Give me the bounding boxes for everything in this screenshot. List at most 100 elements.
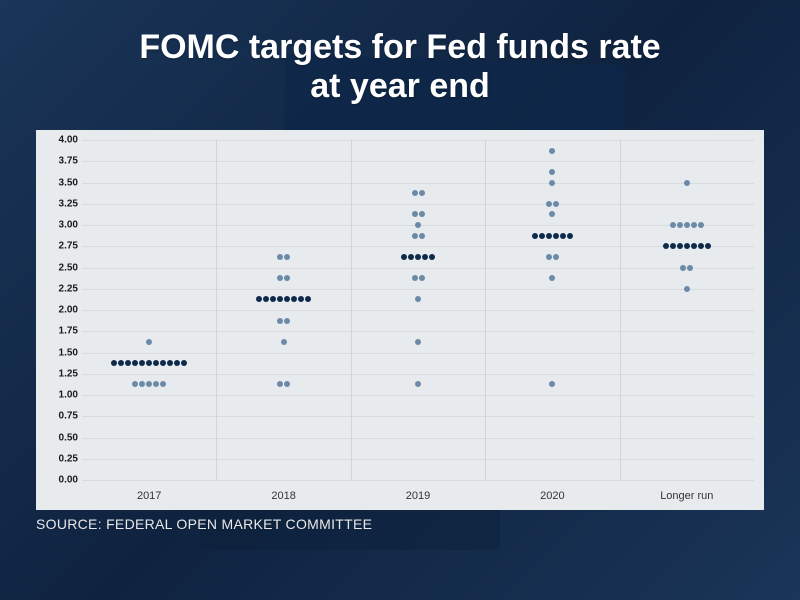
source-attribution: SOURCE: FEDERAL OPEN MARKET COMMITTEE [36, 516, 372, 532]
title-line-1: FOMC targets for Fed funds rate [139, 28, 660, 66]
median-dot [698, 243, 704, 249]
gridline [82, 353, 754, 354]
median-dot [401, 254, 407, 260]
median-dot [132, 360, 138, 366]
median-dot [670, 243, 676, 249]
plot-area [82, 140, 754, 480]
member-dot [277, 275, 283, 281]
median-dot [111, 360, 117, 366]
member-dot [412, 233, 418, 239]
gridline [82, 395, 754, 396]
median-dot [560, 233, 566, 239]
member-dot [680, 265, 686, 271]
member-dot [412, 275, 418, 281]
y-tick-label: 1.75 [42, 326, 78, 337]
member-dot [546, 201, 552, 207]
median-dot [539, 233, 545, 239]
gridline [82, 183, 754, 184]
median-dot [256, 296, 262, 302]
column-separator [216, 140, 217, 480]
member-dot [691, 222, 697, 228]
member-dot [549, 169, 555, 175]
member-dot [415, 381, 421, 387]
gridline [82, 246, 754, 247]
member-dot [277, 254, 283, 260]
median-dot [532, 233, 538, 239]
y-tick-label: 2.00 [42, 305, 78, 316]
median-dot [160, 360, 166, 366]
member-dot [419, 275, 425, 281]
member-dot [670, 222, 676, 228]
title-line-2: at year end [310, 67, 490, 105]
median-dot [167, 360, 173, 366]
y-tick-label: 1.25 [42, 368, 78, 379]
y-tick-label: 0.50 [42, 432, 78, 443]
member-dot [698, 222, 704, 228]
member-dot [553, 201, 559, 207]
member-dot [277, 318, 283, 324]
gridline [82, 374, 754, 375]
column-separator [620, 140, 621, 480]
median-dot [118, 360, 124, 366]
member-dot [419, 211, 425, 217]
median-dot [174, 360, 180, 366]
column-separator [351, 140, 352, 480]
median-dot [291, 296, 297, 302]
gridline [82, 480, 754, 481]
median-dot [553, 233, 559, 239]
y-tick-label: 1.50 [42, 347, 78, 358]
member-dot [277, 381, 283, 387]
y-tick-label: 3.25 [42, 198, 78, 209]
member-dot [415, 339, 421, 345]
gridline [82, 204, 754, 205]
y-tick-label: 3.50 [42, 177, 78, 188]
median-dot [284, 296, 290, 302]
gridline [82, 161, 754, 162]
median-dot [153, 360, 159, 366]
median-dot [705, 243, 711, 249]
gridline [82, 459, 754, 460]
median-dot [408, 254, 414, 260]
member-dot [160, 381, 166, 387]
y-tick-label: 0.00 [42, 475, 78, 486]
y-tick-label: 2.75 [42, 241, 78, 252]
member-dot [139, 381, 145, 387]
median-dot [546, 233, 552, 239]
median-dot [677, 243, 683, 249]
gridline [82, 331, 754, 332]
gridline [82, 416, 754, 417]
member-dot [412, 190, 418, 196]
member-dot [284, 254, 290, 260]
x-tick-label: 2019 [406, 490, 430, 502]
x-tick-label: 2020 [540, 490, 564, 502]
y-tick-label: 3.00 [42, 220, 78, 231]
member-dot [415, 222, 421, 228]
member-dot [132, 381, 138, 387]
chart-title: FOMC targets for Fed funds rate at year … [0, 28, 800, 106]
median-dot [298, 296, 304, 302]
member-dot [412, 211, 418, 217]
dotplot-chart: Percent rate 0.000.250.500.751.001.251.5… [36, 130, 764, 510]
member-dot [284, 275, 290, 281]
member-dot [549, 275, 555, 281]
median-dot [684, 243, 690, 249]
member-dot [284, 381, 290, 387]
member-dot [419, 190, 425, 196]
median-dot [125, 360, 131, 366]
median-dot [181, 360, 187, 366]
median-dot [305, 296, 311, 302]
median-dot [567, 233, 573, 239]
x-tick-label: 2017 [137, 490, 161, 502]
gridline [82, 438, 754, 439]
median-dot [263, 296, 269, 302]
y-tick-label: 0.75 [42, 411, 78, 422]
member-dot [684, 286, 690, 292]
gridline [82, 289, 754, 290]
member-dot [546, 254, 552, 260]
member-dot [553, 254, 559, 260]
slide-background: FOMC targets for Fed funds rate at year … [0, 0, 800, 600]
median-dot [146, 360, 152, 366]
x-tick-label: Longer run [660, 490, 713, 502]
member-dot [146, 381, 152, 387]
y-tick-label: 3.75 [42, 156, 78, 167]
